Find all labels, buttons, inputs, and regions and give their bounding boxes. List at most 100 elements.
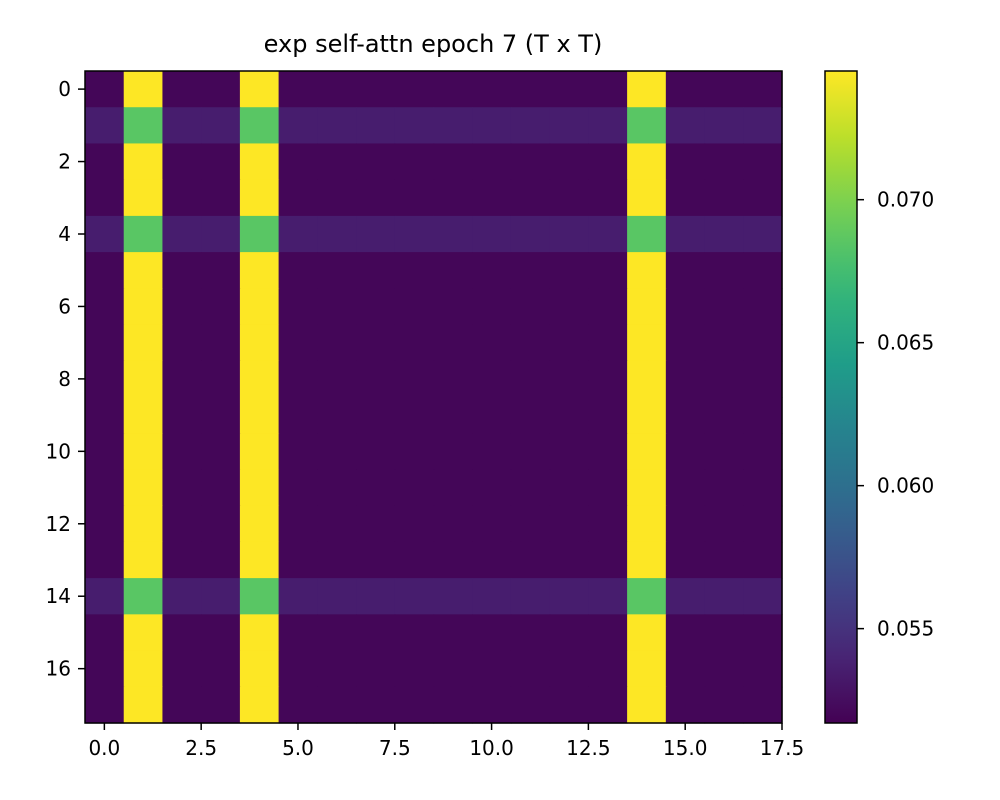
y-tick-label: 4 [58, 222, 71, 246]
heatmap-cell [356, 397, 396, 434]
heatmap-cell [356, 360, 396, 398]
heatmap-cell [201, 686, 241, 724]
heatmap-cell [588, 288, 628, 326]
heatmap-cell [549, 541, 589, 579]
x-tick-label: 5.0 [282, 736, 314, 760]
heatmap-cell [665, 614, 706, 652]
heatmap-cell [239, 71, 280, 108]
heatmap-cell [510, 360, 551, 398]
heatmap-cell [201, 107, 241, 145]
heatmap-cell [472, 433, 512, 471]
heatmap-cell [162, 686, 202, 724]
heatmap-cell [588, 650, 628, 688]
heatmap-cell [278, 179, 318, 217]
y-tick-label: 2 [58, 150, 71, 174]
heatmap-cell [510, 433, 551, 471]
heatmap-cell [239, 252, 280, 289]
heatmap-cell [627, 360, 667, 398]
heatmap-cell [239, 179, 280, 217]
heatmap-cell [85, 215, 125, 253]
heatmap-cell [317, 541, 357, 579]
heatmap-cell [356, 578, 396, 615]
heatmap-cell [85, 650, 125, 688]
heatmap-cell [278, 505, 318, 543]
heatmap-cell [704, 650, 744, 688]
heatmap-cell [743, 179, 783, 217]
heatmap-cell [704, 686, 744, 724]
heatmap-cell [549, 143, 589, 181]
heatmap-cell [394, 71, 435, 108]
heatmap-cell [510, 505, 551, 543]
heatmap-cell [588, 686, 628, 724]
heatmap-cell [704, 469, 744, 507]
heatmap-cell [704, 578, 744, 615]
heatmap-cell [201, 360, 241, 398]
heatmap-cell [510, 650, 551, 688]
heatmap-cell [162, 469, 202, 507]
heatmap-cell [162, 71, 202, 108]
heatmap-cell [433, 650, 473, 688]
heatmap-cell [627, 179, 667, 217]
heatmap-cell [201, 397, 241, 434]
heatmap-cell [627, 686, 667, 724]
heatmap-cell [665, 433, 706, 471]
heatmap-cell [201, 433, 241, 471]
heatmap-cell [627, 143, 667, 181]
heatmap-cell [665, 469, 706, 507]
heatmap-cell [123, 397, 164, 434]
heatmap-cell [665, 324, 706, 362]
x-tick-label: 12.5 [566, 736, 611, 760]
heatmap-cell [588, 433, 628, 471]
heatmap-cell [588, 324, 628, 362]
heatmap-cell [743, 614, 783, 652]
heatmap-cell [433, 252, 473, 289]
heatmap-cell [433, 324, 473, 362]
heatmap-cell [201, 288, 241, 326]
heatmap-cell [278, 397, 318, 434]
heatmap-cell [162, 215, 202, 253]
heatmap-cell [123, 360, 164, 398]
heatmap-cell [627, 215, 667, 253]
heatmap-cell [356, 614, 396, 652]
heatmap-cell [433, 397, 473, 434]
heatmap-cell [665, 143, 706, 181]
heatmap-cell [201, 505, 241, 543]
heatmap-cell [510, 215, 551, 253]
heatmap-cell [588, 397, 628, 434]
heatmap-cell [472, 252, 512, 289]
heatmap-cell [162, 324, 202, 362]
heatmap-cell [162, 614, 202, 652]
heatmap-cell [356, 143, 396, 181]
heatmap-cell [85, 288, 125, 326]
heatmap-cell [394, 505, 435, 543]
y-tick-label: 0 [58, 77, 71, 101]
heatmap-cell [162, 505, 202, 543]
heatmap-cell [123, 179, 164, 217]
heatmap-cell [743, 143, 783, 181]
heatmap-cell [317, 71, 357, 108]
heatmap-cell [317, 360, 357, 398]
heatmap-cell [704, 614, 744, 652]
heatmap-cell [665, 505, 706, 543]
heatmap-cell [278, 324, 318, 362]
heatmap-cell [743, 541, 783, 579]
heatmap-cell [704, 107, 744, 145]
heatmap-cell [123, 650, 164, 688]
heatmap-cell [665, 107, 706, 145]
heatmap-cell [472, 578, 512, 615]
heatmap-cell [588, 252, 628, 289]
heatmap-cell [588, 578, 628, 615]
x-tick-label: 10.0 [469, 736, 514, 760]
heatmap-cell [743, 433, 783, 471]
heatmap-cell [704, 433, 744, 471]
heatmap-cell [317, 686, 357, 724]
heatmap-cell [278, 614, 318, 652]
heatmap-cell [201, 469, 241, 507]
heatmap-cell [627, 578, 667, 615]
heatmap-cell [356, 469, 396, 507]
heatmap-cell [356, 650, 396, 688]
heatmap-cell [123, 505, 164, 543]
heatmap-cell [472, 650, 512, 688]
heatmap-cell [85, 143, 125, 181]
heatmap-cell [239, 143, 280, 181]
